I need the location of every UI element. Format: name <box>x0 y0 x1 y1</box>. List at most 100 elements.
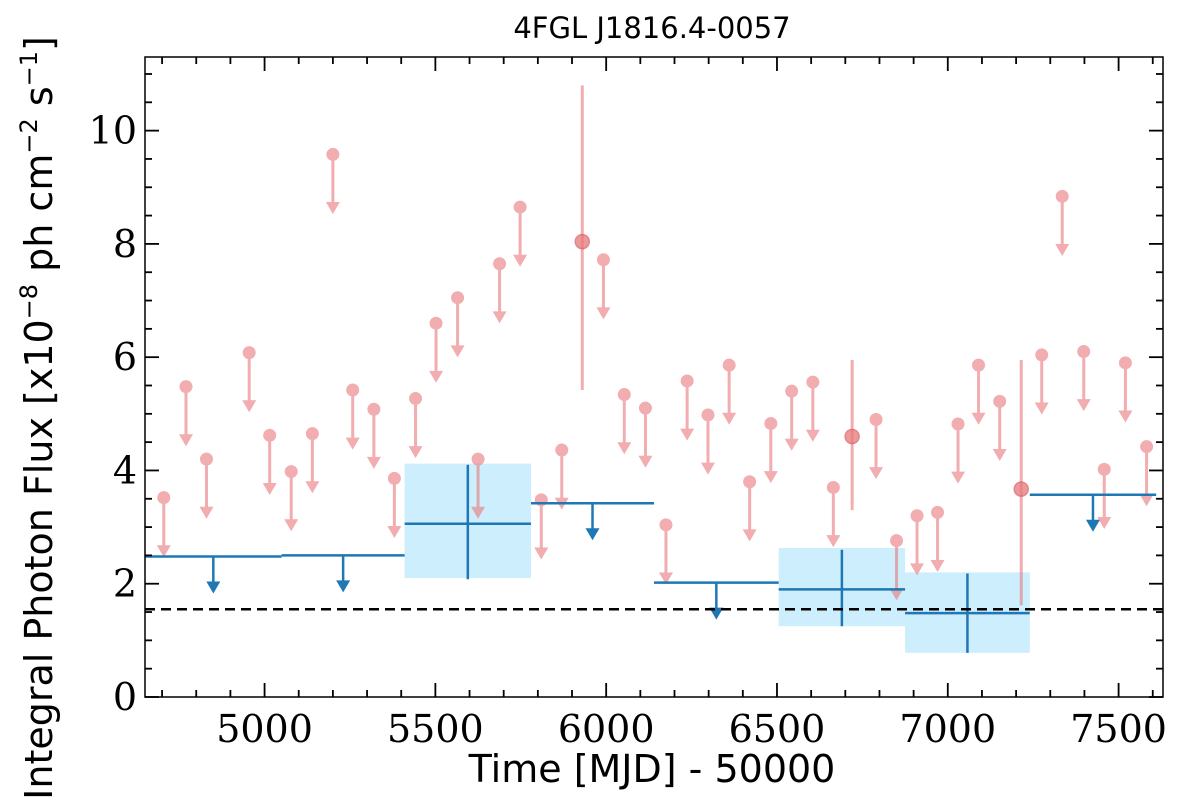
y-tick-labels: 0 2 4 6 8 10 <box>89 109 137 719</box>
upper-limit-arrow <box>869 467 884 480</box>
y-tick-label: 8 <box>113 222 137 266</box>
y-tick-label: 10 <box>89 109 137 153</box>
upper-limit-marker <box>263 428 277 442</box>
monthly-upper-limit <box>658 518 673 585</box>
monthly-upper-limit <box>722 358 737 425</box>
monthly-upper-limit <box>554 443 569 510</box>
monthly-upper-limit <box>1055 189 1070 256</box>
monthly-upper-limit <box>617 388 632 455</box>
upper-limit-arrow <box>889 588 904 601</box>
upper-limit-marker <box>242 346 256 360</box>
upper-limit-marker <box>785 384 799 398</box>
y-tick-label: 0 <box>113 675 137 719</box>
upper-limit-arrow <box>1139 494 1154 507</box>
upper-limit-marker <box>1035 348 1049 362</box>
monthly-upper-limit <box>805 375 820 442</box>
y-label-main: Integral Photon Flux [x10 <box>17 319 61 800</box>
x-tick-label: 7000 <box>899 707 996 751</box>
upper-limit-marker <box>471 452 485 466</box>
monthly-upper-limit <box>325 147 340 215</box>
y-tick-label: 6 <box>113 335 137 379</box>
upper-limit-arrow <box>1055 243 1070 256</box>
monthly-upper-limit <box>345 383 360 450</box>
upper-limit-marker <box>890 534 904 548</box>
y-tick-label: 2 <box>113 562 137 606</box>
upper-limit-arrow <box>534 547 549 560</box>
y-label-end: ] <box>17 36 61 51</box>
monthly-upper-limit <box>408 392 423 459</box>
upper-limit-marker <box>493 257 507 271</box>
upper-limit-arrow <box>826 535 841 548</box>
upper-limit-arrow <box>910 563 925 576</box>
upper-limit-arrow <box>784 438 799 451</box>
upper-limit-marker <box>659 518 673 532</box>
monthly-upper-limit <box>742 475 757 542</box>
upper-limit-marker <box>387 471 401 485</box>
chart-title: 4FGL J1816.4-0057 <box>513 11 790 45</box>
upper-limit-marker <box>305 427 319 441</box>
yearly-ul-arrow <box>206 581 221 594</box>
upper-limit-arrow <box>930 560 945 572</box>
upper-limit-marker <box>806 375 820 389</box>
upper-limit-arrow <box>617 442 632 455</box>
monthly-upper-limit <box>930 505 945 572</box>
upper-limit-marker <box>1097 462 1111 476</box>
yearly-upper-limit <box>1029 493 1157 532</box>
upper-limit-arrow <box>429 370 444 383</box>
x-tick-labels: 5000 5500 6000 6500 7000 7500 <box>216 707 1167 751</box>
upper-limit-marker <box>743 475 757 489</box>
upper-limit-marker <box>409 392 423 406</box>
x-tick-label: 7500 <box>1070 707 1167 751</box>
monthly-upper-limit <box>951 417 966 484</box>
upper-limit-marker <box>367 402 381 416</box>
upper-limit-arrow <box>680 428 695 441</box>
upper-limit-marker <box>680 374 694 388</box>
yearly-upper-limit <box>145 555 282 594</box>
monthly-upper-limit <box>178 380 193 447</box>
monthly-upper-limit <box>971 358 986 425</box>
upper-limit-arrow <box>742 529 757 542</box>
upper-limit-marker <box>972 358 986 372</box>
upper-limit-marker <box>1077 345 1091 359</box>
upper-limit-marker <box>869 412 883 426</box>
y-label-mid2: s <box>17 86 61 118</box>
upper-limit-marker <box>722 358 736 372</box>
monthly-upper-limit <box>638 401 653 468</box>
monthly-upper-limit <box>910 509 925 576</box>
upper-limit-arrow <box>1076 399 1091 412</box>
monthly-detection <box>844 360 860 511</box>
monthly-upper-limit <box>156 491 171 558</box>
monthly-upper-limit <box>596 253 611 320</box>
detection-marker <box>844 428 860 445</box>
yearly-detection <box>404 464 532 580</box>
monthly-upper-limit <box>262 428 277 495</box>
upper-limit-marker <box>1140 440 1154 454</box>
yearly-ul-arrow <box>585 528 600 541</box>
upper-limit-marker <box>910 509 924 523</box>
monthly-upper-limit <box>471 452 486 519</box>
upper-limit-arrow <box>366 456 381 469</box>
monthly-upper-limit <box>450 291 465 358</box>
y-label-exp2: −2 <box>15 118 43 153</box>
monthly-upper-limit <box>492 257 507 324</box>
upper-limit-marker <box>1055 189 1069 203</box>
upper-limit-arrow <box>199 506 214 519</box>
upper-limit-arrow <box>658 572 673 585</box>
upper-limit-marker <box>1118 356 1132 370</box>
upper-limit-marker <box>179 380 193 394</box>
y-label-mid: ph cm <box>17 154 61 284</box>
monthly-detection <box>1013 360 1029 606</box>
y-label-exp1: −8 <box>15 284 43 319</box>
upper-limit-marker <box>157 491 171 505</box>
upper-limit-marker <box>617 388 631 402</box>
yearly-detection <box>778 549 906 627</box>
monthly-upper-limit <box>1076 345 1091 412</box>
upper-limit-marker <box>513 200 527 214</box>
upper-limit-marker <box>284 465 298 479</box>
axis-ticks <box>145 57 1163 698</box>
monthly-detection <box>574 85 591 391</box>
upper-limit-arrow <box>1118 410 1133 423</box>
monthly-upper-limit <box>242 346 257 413</box>
upper-limit-arrow <box>408 446 423 459</box>
